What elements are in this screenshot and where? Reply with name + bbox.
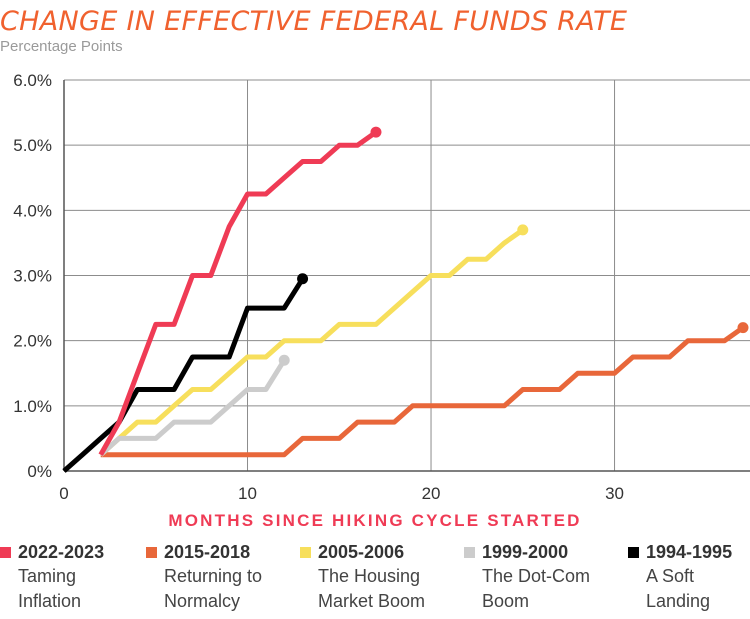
legend-desc-line1: Returning to: [164, 566, 263, 586]
series-line-2022-2023: [98, 130, 378, 456]
y-tick-label: 6.0%: [13, 71, 52, 90]
chart-subtitle: Percentage Points: [0, 38, 123, 55]
series-endpoint-2005-2006: [517, 224, 529, 236]
legend-desc-line2: Normalcy: [164, 591, 241, 611]
legend-desc-line1: The Dot-Com: [482, 566, 591, 586]
legend-period: 2015-2018: [164, 542, 251, 562]
series-endpoint-2022-2023: [370, 126, 382, 138]
series-endpoint-1994-1995: [297, 273, 309, 285]
y-tick-label: 3.0%: [13, 267, 52, 286]
y-tick-label: 4.0%: [13, 201, 52, 220]
x-tick-label: 10: [238, 484, 257, 503]
legend-desc-line2: Landing: [646, 591, 711, 611]
legend-swatch: [628, 547, 639, 558]
series-line-2005-2006: [99, 227, 525, 457]
axes: 0% 1.0% 2.0% 3.0% 4.0% 5.0% 6.0% 0 10 20 30: [13, 71, 750, 503]
y-tick-label: 1.0%: [13, 397, 52, 416]
series-line-1999-2000: [99, 358, 287, 457]
legend-item-2005-2006: 2005-2006 The Housing Market Boom: [300, 542, 425, 614]
line-chart: 0% 1.0% 2.0% 3.0% 4.0% 5.0% 6.0% 0 10 20 30 MONTHS…: [13, 71, 750, 530]
y-tick-label: 0%: [27, 462, 52, 481]
legend-desc-line2: Boom: [482, 591, 530, 611]
series-endpoint-2015-2018: [737, 322, 749, 334]
legend-period: 2022-2023: [18, 542, 105, 562]
legend-swatch: [300, 547, 311, 558]
y-tick-label: 5.0%: [13, 136, 52, 155]
legend: 2022-2023 Taming Inflation 2015-2018 Retu…: [0, 542, 750, 619]
grid: [64, 79, 750, 472]
legend-desc-line1: Taming: [18, 566, 77, 586]
legend-item-1994-1995: 1994-1995 A Soft Landing: [628, 542, 732, 614]
legend-desc-line1: The Housing: [318, 566, 421, 586]
legend-period: 2005-2006: [318, 542, 405, 562]
legend-swatch: [0, 547, 11, 558]
legend-desc-line2: Inflation: [18, 591, 82, 611]
legend-item-2015-2018: 2015-2018 Returning to Normalcy: [146, 542, 262, 614]
x-tick-label: 20: [422, 484, 441, 503]
x-axis-label: MONTHS SINCE HIKING CYCLE STARTED: [168, 511, 581, 530]
x-tick-label: 0: [59, 484, 68, 503]
series-line-2015-2018: [100, 325, 745, 458]
chart-title: CHANGE IN EFFECTIVE FEDERAL FUNDS RATE: [0, 6, 628, 37]
legend-period: 1994-1995: [646, 542, 733, 562]
legend-desc-line2: Market Boom: [318, 591, 426, 611]
legend-period: 1999-2000: [482, 542, 569, 562]
legend-swatch: [464, 547, 475, 558]
legend-desc-line1: A Soft: [646, 566, 695, 586]
y-tick-label: 2.0%: [13, 332, 52, 351]
series-line-1994-1995: [62, 277, 305, 473]
legend-item-2022-2023: 2022-2023 Taming Inflation: [0, 542, 104, 614]
series-endpoint-1999-2000: [278, 354, 290, 366]
legend-item-1999-2000: 1999-2000 The Dot-Com Boom: [464, 542, 590, 614]
legend-swatch: [146, 547, 157, 558]
x-tick-label: 30: [605, 484, 624, 503]
series-lines: [62, 126, 749, 473]
